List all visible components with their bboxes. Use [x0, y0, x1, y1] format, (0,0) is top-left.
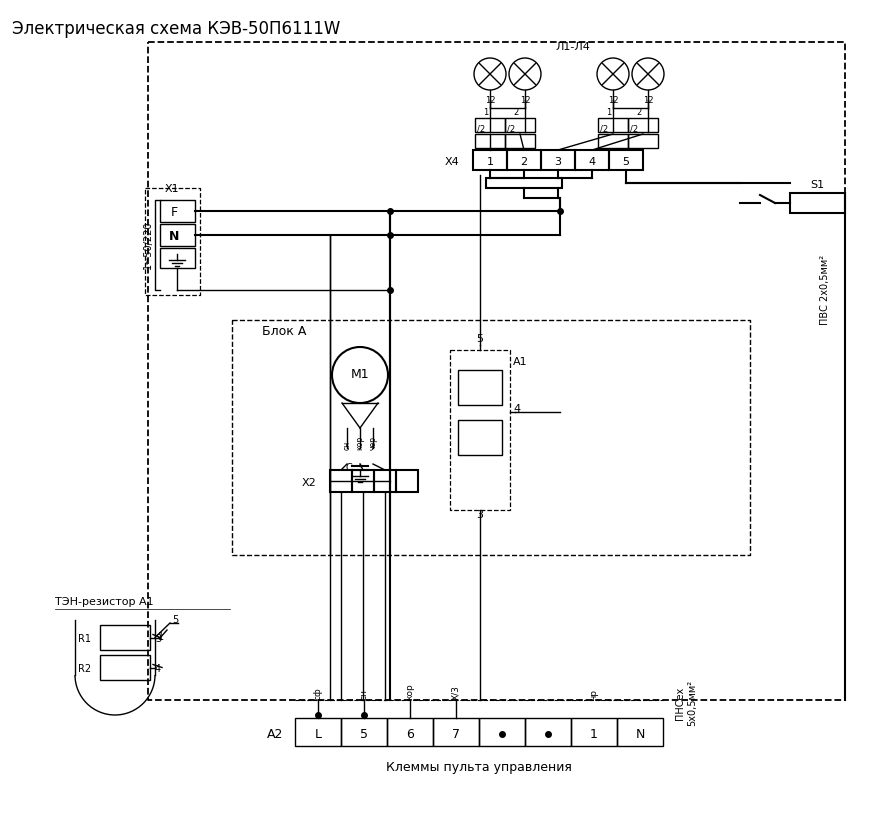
Bar [505, 134, 535, 148]
Text: 3: 3 [476, 510, 483, 520]
Text: ТЭН-резистор А1: ТЭН-резистор А1 [55, 597, 153, 607]
Text: F: F [170, 206, 177, 219]
Bar [617, 718, 663, 746]
Bar [541, 150, 575, 170]
Text: N: N [168, 231, 179, 244]
Text: 1: 1 [158, 632, 164, 642]
Bar [160, 200, 195, 222]
Text: 4: 4 [588, 157, 595, 167]
Text: /2: /2 [600, 124, 608, 133]
Bar [387, 718, 433, 746]
Bar [598, 134, 628, 148]
Text: R2: R2 [78, 664, 91, 675]
Text: сн: сн [360, 689, 369, 700]
Bar [160, 224, 195, 246]
Text: 7: 7 [452, 727, 460, 740]
Text: 1: 1 [483, 108, 489, 117]
Text: Электрическая схема КЭВ-50П6111W: Электрическая схема КЭВ-50П6111W [12, 20, 340, 38]
Bar [479, 718, 525, 746]
Bar [628, 118, 658, 132]
Text: 5: 5 [172, 615, 178, 625]
Text: 12: 12 [485, 96, 496, 105]
Bar [295, 718, 341, 746]
Bar [575, 150, 609, 170]
Text: 5: 5 [476, 334, 483, 344]
Text: ПНСех
5х0,5мм²: ПНСех 5х0,5мм² [676, 680, 697, 726]
Bar [628, 134, 658, 148]
Text: /2: /2 [630, 124, 638, 133]
Text: N: N [635, 727, 645, 740]
Text: 6: 6 [406, 727, 414, 740]
Text: 5: 5 [623, 157, 630, 167]
Bar [475, 134, 505, 148]
Bar [396, 470, 418, 492]
Bar [330, 470, 352, 492]
Bar [486, 178, 562, 188]
Text: X4: X4 [445, 157, 460, 167]
Text: М1: М1 [351, 368, 370, 381]
Text: /2: /2 [477, 124, 485, 133]
Text: 3: 3 [555, 157, 562, 167]
Bar [374, 470, 396, 492]
Text: L: L [315, 727, 322, 740]
Text: Блок А: Блок А [262, 325, 306, 338]
Text: R1: R1 [78, 635, 91, 645]
Text: 3: 3 [155, 635, 161, 645]
Text: 1: 1 [590, 727, 598, 740]
Bar [458, 370, 502, 405]
Bar [609, 150, 643, 170]
Text: 12: 12 [643, 96, 654, 105]
Text: кор: кор [406, 683, 415, 700]
Bar [507, 150, 541, 170]
Text: S1: S1 [810, 180, 824, 190]
Text: Клеммы пульта управления: Клеммы пульта управления [386, 761, 572, 774]
Text: 1: 1 [487, 157, 494, 167]
Text: 2: 2 [513, 108, 519, 117]
Text: X2: X2 [302, 478, 317, 488]
Bar [505, 118, 535, 132]
Text: А2: А2 [267, 727, 283, 740]
Text: 2: 2 [520, 157, 527, 167]
Bar [458, 420, 502, 455]
Bar [100, 655, 150, 680]
Bar [433, 718, 479, 746]
Text: ПВС 2х0,5мм²: ПВС 2х0,5мм² [820, 255, 830, 325]
Text: чр: чр [589, 689, 599, 700]
Bar [525, 718, 571, 746]
Bar [473, 150, 507, 170]
Text: 5: 5 [360, 727, 368, 740]
Text: A1: A1 [513, 357, 527, 367]
Text: C: C [346, 463, 353, 473]
Text: 2: 2 [636, 108, 641, 117]
Text: /2: /2 [507, 124, 515, 133]
Bar [341, 718, 387, 746]
Text: 4: 4 [155, 664, 161, 675]
Text: Х/3: Х/3 [452, 685, 460, 700]
Bar [100, 625, 150, 650]
Bar [598, 118, 628, 132]
Bar [790, 193, 845, 213]
Text: X1: X1 [165, 184, 180, 194]
Text: чер: чер [369, 436, 377, 450]
Text: кор: кор [355, 436, 364, 450]
Text: 12: 12 [519, 96, 530, 105]
Text: 12: 12 [608, 96, 618, 105]
Bar [160, 248, 195, 268]
Text: 1~50/220: 1~50/220 [143, 221, 153, 269]
Text: 4: 4 [513, 404, 520, 414]
Text: сн: сн [342, 441, 352, 450]
Bar [475, 118, 505, 132]
Bar [571, 718, 617, 746]
Text: сф: сф [313, 687, 323, 700]
Bar [352, 470, 374, 492]
Text: 1: 1 [606, 108, 611, 117]
Text: Л1-Л4: Л1-Л4 [555, 42, 590, 52]
